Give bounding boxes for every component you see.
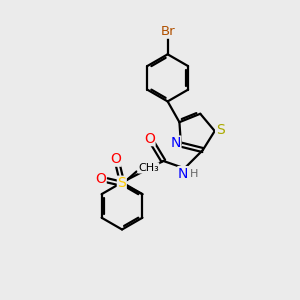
Text: S: S bbox=[117, 176, 126, 190]
Text: S: S bbox=[216, 122, 224, 136]
Text: H: H bbox=[190, 169, 198, 178]
Text: O: O bbox=[95, 172, 106, 186]
Text: N: N bbox=[178, 167, 188, 181]
Text: O: O bbox=[144, 132, 155, 145]
Text: N: N bbox=[170, 136, 181, 150]
Text: Br: Br bbox=[160, 25, 175, 38]
Text: CH₃: CH₃ bbox=[138, 163, 159, 173]
Text: O: O bbox=[110, 152, 121, 166]
